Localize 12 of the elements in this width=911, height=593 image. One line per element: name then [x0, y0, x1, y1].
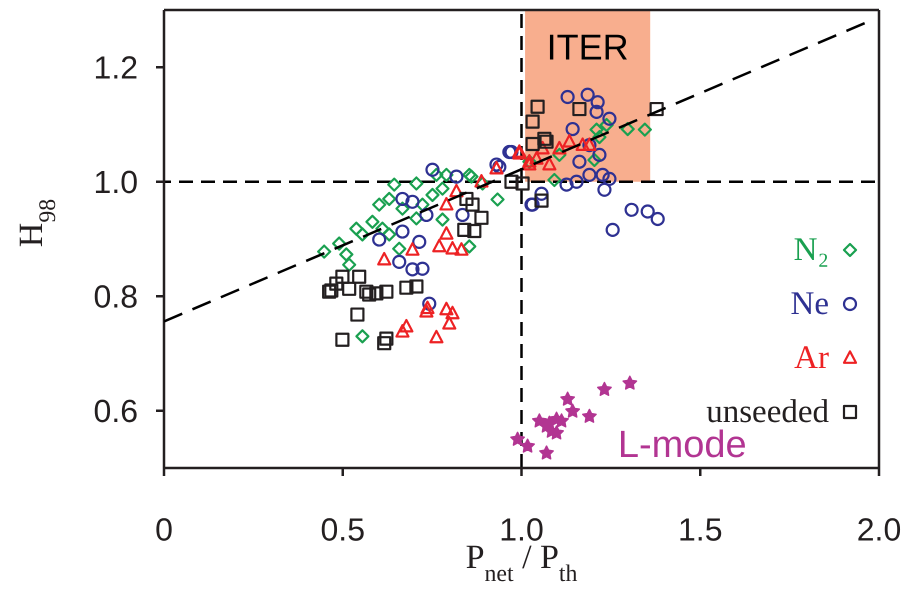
y-tick-label: 1.2 [94, 50, 138, 86]
x-tick-label: 0 [155, 512, 173, 548]
x-tick-label: 2.0 [856, 512, 902, 548]
legend-label: Ne [790, 285, 829, 324]
y-tick-label: 0.8 [94, 278, 138, 315]
x-tick-label: 0.5 [320, 512, 365, 548]
band-label: ITER [546, 26, 629, 68]
legend-label: N₂ [794, 231, 829, 270]
y-tick-label: 1.0 [94, 164, 138, 200]
x-tick-label: 1.5 [678, 512, 722, 548]
legend-label: Ar [794, 339, 829, 378]
y-tick-label: 0.6 [94, 393, 138, 430]
